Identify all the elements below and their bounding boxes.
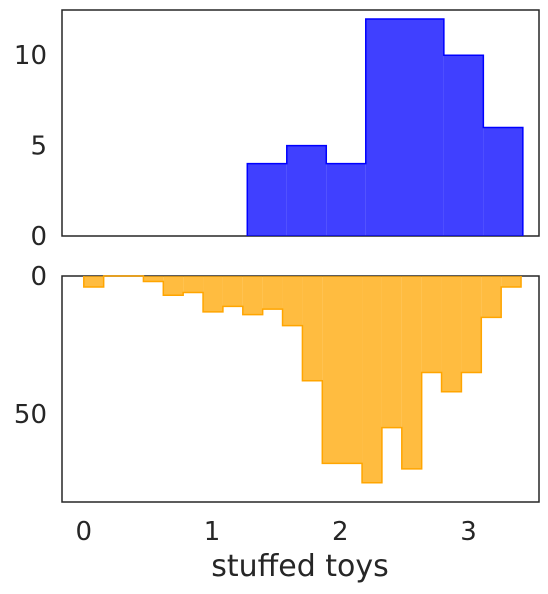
bottom-histogram-bar xyxy=(401,276,422,469)
bottom-histogram-bar xyxy=(222,276,243,307)
x-tick-label: 3 xyxy=(460,517,477,547)
y-tick-label: 5 xyxy=(30,132,47,162)
bottom-y-tick-labels: 0 50 xyxy=(14,262,47,430)
x-tick-label: 2 xyxy=(332,517,349,547)
bottom-histogram-bar xyxy=(183,276,204,293)
bottom-histogram-panel: 0 50 0 1 2 3 stuffed toys xyxy=(14,262,540,584)
bottom-histogram-bar xyxy=(302,276,323,381)
bottom-histogram-bar xyxy=(242,276,263,315)
top-histogram-bar xyxy=(365,19,444,236)
top-histogram-panel: 0 5 10 xyxy=(14,9,540,252)
top-histogram-bars xyxy=(246,18,524,237)
bottom-histogram-bar xyxy=(441,276,462,392)
top-histogram-bar xyxy=(326,163,366,236)
top-histogram-bar xyxy=(483,127,523,236)
top-y-tick-labels: 0 5 10 xyxy=(14,41,47,252)
x-tick-label: 1 xyxy=(204,517,221,547)
bottom-histogram-bar xyxy=(83,276,104,288)
bottom-histogram-bar xyxy=(262,276,283,310)
bottom-histogram-bar xyxy=(481,276,502,318)
bottom-histogram-bars xyxy=(83,275,522,484)
top-histogram-bar xyxy=(286,145,327,236)
bottom-histogram-bar xyxy=(381,276,402,428)
top-histogram-outline xyxy=(246,18,524,236)
top-histogram-bar xyxy=(443,55,484,237)
x-axis-label: stuffed toys xyxy=(211,549,389,584)
bottom-histogram-bar xyxy=(362,276,382,483)
bottom-histogram-bar xyxy=(501,276,522,288)
bottom-histogram-bar xyxy=(322,276,363,464)
y-tick-label: 10 xyxy=(14,41,47,71)
x-tick-label: 0 xyxy=(76,517,93,547)
y-tick-label: 0 xyxy=(30,262,47,292)
bottom-histogram-bar xyxy=(163,276,184,296)
top-histogram-bar xyxy=(247,163,287,236)
x-tick-labels: 0 1 2 3 xyxy=(76,517,477,547)
y-tick-label: 50 xyxy=(14,400,47,430)
bottom-histogram-bar xyxy=(282,276,303,326)
bottom-histogram-bar xyxy=(203,276,223,312)
bottom-histogram-bar xyxy=(143,276,164,282)
bottom-histogram-outline xyxy=(83,275,522,484)
y-tick-label: 0 xyxy=(30,222,47,252)
bottom-histogram-bar xyxy=(461,276,482,373)
bottom-histogram-bar xyxy=(421,276,442,373)
